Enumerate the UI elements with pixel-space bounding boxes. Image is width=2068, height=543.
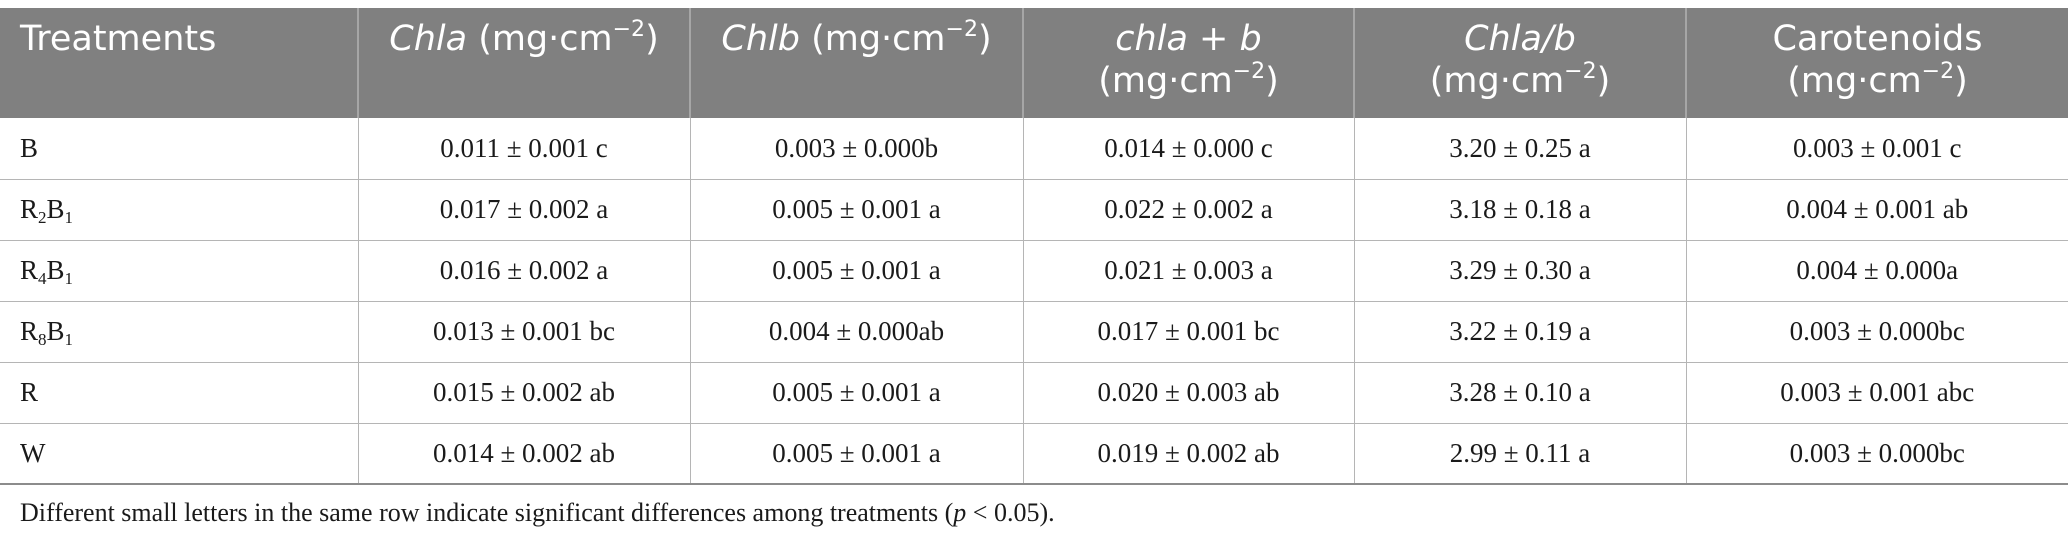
table-header-row: Treatments Chla (mg·cm−2) Chlb (mg·cm−2)… — [0, 8, 2068, 118]
header-chlb: Chlb (mg·cm−2) — [690, 8, 1024, 118]
treatment-cell: R8B1 — [0, 301, 359, 363]
chlorophyll-table: Treatments Chla (mg·cm−2) Chlb (mg·cm−2)… — [0, 8, 2068, 485]
value-cell: 0.019 ± 0.002 ab — [1023, 423, 1355, 485]
value-cell: 0.003 ± 0.001 c — [1686, 118, 2068, 180]
value-cell: 0.004 ± 0.001 ab — [1686, 179, 2068, 241]
value-cell: 0.015 ± 0.002 ab — [358, 362, 691, 424]
value-cell: 3.20 ± 0.25 a — [1354, 118, 1687, 180]
value-cell: 0.013 ± 0.001 bc — [358, 301, 691, 363]
value-cell: 3.22 ± 0.19 a — [1354, 301, 1687, 363]
value-cell: 0.011 ± 0.001 c — [358, 118, 691, 180]
treatment-cell: R4B1 — [0, 240, 359, 302]
value-cell: 0.003 ± 0.000bc — [1686, 423, 2068, 485]
value-cell: 0.004 ± 0.000ab — [690, 301, 1024, 363]
value-cell: 0.020 ± 0.003 ab — [1023, 362, 1355, 424]
value-cell: 0.003 ± 0.000b — [690, 118, 1024, 180]
value-cell: 0.016 ± 0.002 a — [358, 240, 691, 302]
value-cell: 0.005 ± 0.001 a — [690, 423, 1024, 485]
value-cell: 0.005 ± 0.001 a — [690, 240, 1024, 302]
table-row: R2B1 0.017 ± 0.002 a 0.005 ± 0.001 a 0.022 … — [0, 179, 2068, 241]
value-cell: 0.005 ± 0.001 a — [690, 362, 1024, 424]
table-row: R4B1 0.016 ± 0.002 a 0.005 ± 0.001 a 0.021 … — [0, 240, 2068, 302]
value-cell: 0.003 ± 0.000bc — [1686, 301, 2068, 363]
value-cell: 0.004 ± 0.000a — [1686, 240, 2068, 302]
value-cell: 0.005 ± 0.001 a — [690, 179, 1024, 241]
value-cell: 0.017 ± 0.001 bc — [1023, 301, 1355, 363]
treatment-cell: B — [0, 118, 359, 180]
treatment-cell: W — [0, 423, 359, 485]
header-chla: Chla (mg·cm−2) — [358, 8, 691, 118]
value-cell: 0.003 ± 0.001 abc — [1686, 362, 2068, 424]
table-row: R8B1 0.013 ± 0.001 bc 0.004 ± 0.000ab 0.017… — [0, 301, 2068, 363]
table-footnote: Different small letters in the same row … — [20, 498, 1055, 527]
table-row: R 0.015 ± 0.002 ab 0.005 ± 0.001 a 0.020 ± … — [0, 362, 2068, 424]
value-cell: 0.014 ± 0.002 ab — [358, 423, 691, 485]
value-cell: 0.017 ± 0.002 a — [358, 179, 691, 241]
header-chla-plus-b: chla + b (mg·cm−2) — [1023, 8, 1355, 118]
value-cell: 3.28 ± 0.10 a — [1354, 362, 1687, 424]
table-row: W 0.014 ± 0.002 ab 0.005 ± 0.001 a 0.019 ± … — [0, 423, 2068, 485]
value-cell: 0.014 ± 0.000 c — [1023, 118, 1355, 180]
value-cell: 0.021 ± 0.003 a — [1023, 240, 1355, 302]
value-cell: 3.29 ± 0.30 a — [1354, 240, 1687, 302]
treatment-cell: R2B1 — [0, 179, 359, 241]
value-cell: 0.022 ± 0.002 a — [1023, 179, 1355, 241]
table-body: B 0.011 ± 0.001 c 0.003 ± 0.000b 0.014 ± 0.… — [0, 118, 2068, 485]
treatment-cell: R — [0, 362, 359, 424]
value-cell: 3.18 ± 0.18 a — [1354, 179, 1687, 241]
table-row: B 0.011 ± 0.001 c 0.003 ± 0.000b 0.014 ± 0.… — [0, 118, 2068, 180]
data-table-container: Treatments Chla (mg·cm−2) Chlb (mg·cm−2)… — [0, 8, 2068, 485]
header-carotenoids: Carotenoids (mg·cm−2) — [1686, 8, 2068, 118]
header-treatments: Treatments — [0, 8, 359, 118]
header-chla-b-ratio: Chla/b (mg·cm−2) — [1354, 8, 1687, 118]
value-cell: 2.99 ± 0.11 a — [1354, 423, 1687, 485]
